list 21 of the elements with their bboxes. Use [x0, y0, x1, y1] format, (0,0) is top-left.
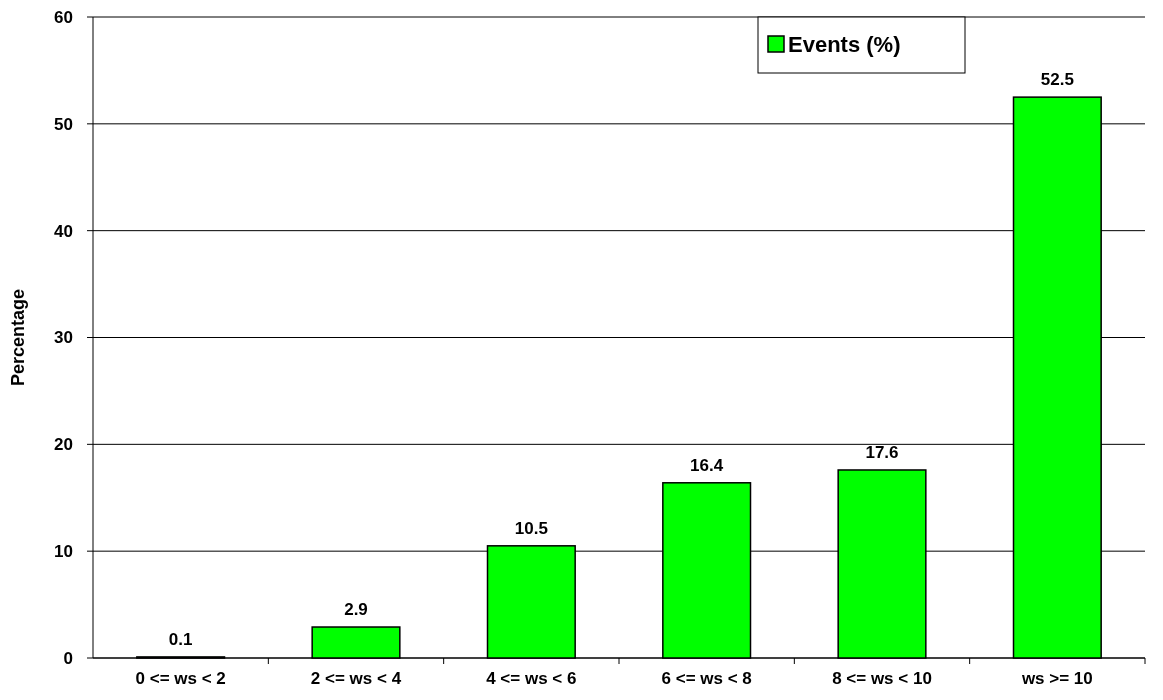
data-label: 10.5: [514, 518, 548, 538]
x-tick-label: 4 <= ws < 6: [486, 669, 577, 688]
y-tick-label: 50: [54, 114, 73, 134]
x-tick-label: 8 <= ws < 10: [832, 669, 932, 688]
x-tick-label: 0 <= ws < 2: [135, 669, 226, 688]
x-tick-label: 2 <= ws < 4: [310, 669, 402, 688]
legend-label: Events (%): [788, 31, 901, 57]
y-tick-label: 40: [54, 221, 73, 241]
data-label: 0.1: [168, 629, 193, 649]
y-tick-label: 20: [54, 435, 73, 455]
x-tick-label: 6 <= ws < 8: [661, 669, 752, 688]
x-tick-label: ws >= 10: [1020, 669, 1093, 688]
y-tick-label: 30: [54, 328, 73, 348]
y-tick-label: 60: [54, 7, 73, 27]
y-tick-label: 0: [63, 648, 73, 668]
y-axis-title: Percentage: [8, 288, 28, 387]
y-tick-label: 10: [54, 542, 73, 562]
data-label: 16.4: [690, 455, 724, 475]
data-label: 52.5: [1040, 70, 1074, 90]
data-label: 17.6: [865, 442, 899, 462]
data-label: 2.9: [344, 600, 368, 620]
